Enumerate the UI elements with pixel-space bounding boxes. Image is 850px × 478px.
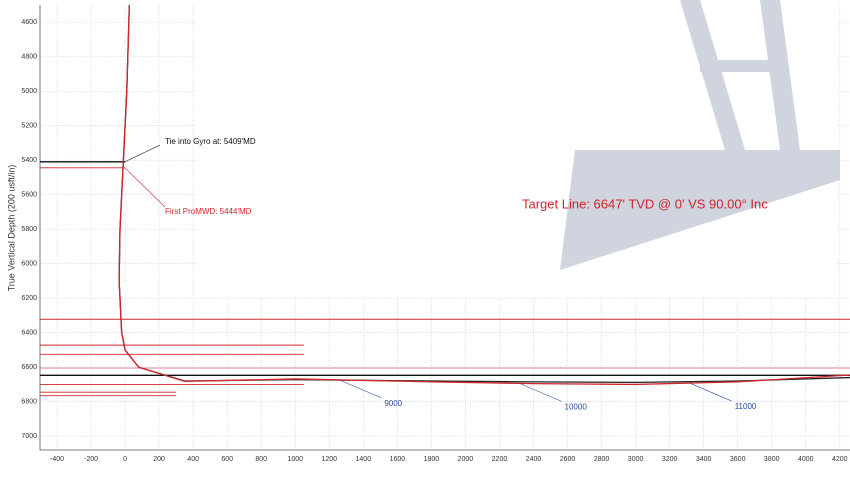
y-tick-label: 6800 (21, 399, 37, 406)
x-tick-label: 400 (187, 456, 199, 463)
x-tick-label: 1000 (287, 456, 303, 463)
x-tick-label: 3600 (730, 456, 746, 463)
watermark-base (560, 150, 840, 270)
md-leader (339, 379, 382, 399)
md-label: 10000 (565, 402, 588, 411)
md-label: 11000 (735, 402, 757, 411)
y-axis-title: True Vertical Depth (200 usft/in) (6, 165, 16, 292)
annotation: First ProMWD: 5444'MD (165, 207, 252, 216)
x-tick-label: 2600 (560, 456, 576, 463)
md-leader (519, 383, 562, 402)
x-tick-label: 3400 (696, 456, 712, 463)
x-tick-label: 600 (221, 456, 233, 463)
well-path (118, 4, 850, 386)
x-tick-label: 1400 (356, 456, 372, 463)
watermark (560, 0, 840, 270)
y-tick-label: 4800 (21, 54, 37, 61)
y-tick-label: 7000 (21, 433, 37, 440)
x-tick-label: 4000 (798, 456, 814, 463)
annotation: Target Line: 6647' TVD @ 0' VS 90.00° In… (522, 196, 768, 211)
x-tick-label: 3800 (764, 456, 780, 463)
y-tick-label: 5400 (21, 157, 37, 164)
y-tick-label: 5200 (21, 123, 37, 130)
x-tick-label: 2800 (594, 456, 610, 463)
x-tick-label: 1200 (321, 456, 337, 463)
watermark-beam (700, 60, 775, 72)
x-tick-label: 200 (153, 456, 165, 463)
x-tick-label: 2200 (492, 456, 508, 463)
x-tick-label: 800 (255, 456, 267, 463)
annotation-leader (124, 144, 161, 163)
x-tick-label: -200 (84, 456, 98, 463)
watermark-leg (680, 0, 745, 150)
x-tick-label: 4200 (832, 456, 848, 463)
y-tick-label: 6600 (21, 364, 37, 371)
y-tick-label: 6200 (21, 295, 37, 302)
x-tick-label: 2400 (526, 456, 542, 463)
y-tick-label: 4600 (21, 19, 37, 26)
x-tick-label: 3200 (662, 456, 678, 463)
watermark-leg (760, 0, 800, 150)
x-tick-label: 0 (123, 456, 127, 463)
x-tick-label: 1800 (424, 456, 440, 463)
y-tick-label: 5800 (21, 226, 37, 233)
x-tick-label: 1600 (390, 456, 406, 463)
y-tick-label: 5600 (21, 192, 37, 199)
md-leader (689, 382, 732, 402)
annotation: Tie into Gyro at: 5409'MD (165, 137, 256, 146)
md-label: 9000 (384, 399, 402, 408)
y-tick-label: 6400 (21, 330, 37, 337)
watermark-leg (595, 150, 610, 215)
x-tick-label: 3000 (628, 456, 644, 463)
x-tick-label: 2000 (458, 456, 474, 463)
y-tick-label: 5000 (21, 88, 37, 95)
x-tick-label: -400 (50, 456, 64, 463)
y-tick-label: 6000 (21, 261, 37, 268)
annotation-leader (124, 167, 166, 208)
